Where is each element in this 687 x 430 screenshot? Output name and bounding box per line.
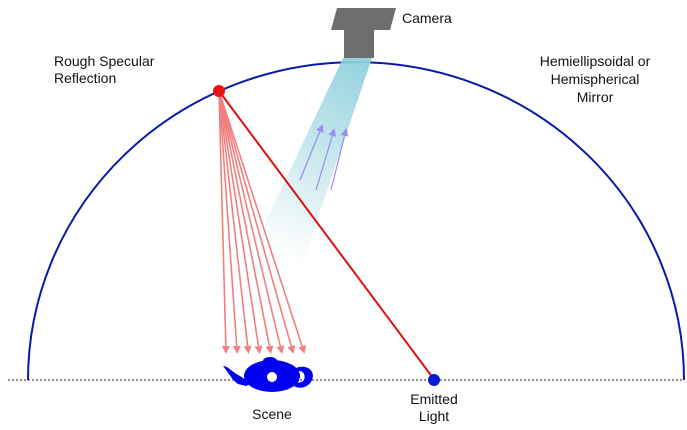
- emitted-light-source: [428, 374, 440, 386]
- reflection-point: [213, 85, 225, 97]
- camera-beam: [250, 58, 372, 270]
- mirror-label-line1: Hemiellipsoidal or: [539, 53, 651, 69]
- mirror-label-line2: Hemispherical: [550, 71, 640, 87]
- mirror-label-line3: Mirror: [576, 89, 614, 105]
- mirror-arc: [27, 61, 685, 381]
- scene-label: Scene: [252, 406, 292, 422]
- reflected-ray: [218, 90, 296, 354]
- emitted-light-ray: [218, 90, 434, 379]
- rough-specular-label-line2: Reflection: [54, 70, 117, 86]
- reflected-ray: [218, 90, 285, 354]
- emitted-light-label-line1: Emitted: [410, 391, 458, 407]
- rough-specular-label-line1: Rough Specular: [54, 53, 155, 69]
- reflected-ray: [218, 90, 306, 354]
- teapot-icon: [223, 357, 313, 392]
- beam-arrows: [299, 124, 349, 191]
- camera-label: Camera: [402, 10, 452, 26]
- reflected-rays: [218, 90, 306, 354]
- reflected-ray: [218, 90, 252, 354]
- camera-icon: [331, 8, 396, 58]
- emitted-light-label-line2: Light: [418, 408, 450, 424]
- reflected-ray: [218, 90, 263, 354]
- reflected-ray: [218, 90, 241, 354]
- reflected-ray: [218, 90, 230, 354]
- reflected-ray: [218, 90, 274, 354]
